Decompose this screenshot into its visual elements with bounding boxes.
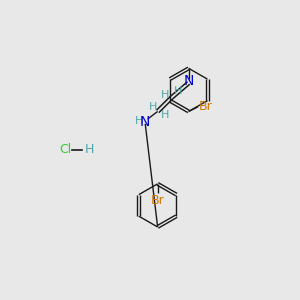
Text: H: H <box>85 143 94 157</box>
Text: H: H <box>174 86 182 96</box>
Text: Br: Br <box>151 194 164 207</box>
Text: Cl: Cl <box>59 143 71 157</box>
Text: H: H <box>135 116 143 127</box>
Text: N: N <box>183 74 194 88</box>
Text: Br: Br <box>199 100 212 113</box>
Text: H: H <box>149 102 157 112</box>
Text: N: N <box>140 115 150 129</box>
Text: H: H <box>160 90 169 100</box>
Text: H: H <box>161 110 170 119</box>
